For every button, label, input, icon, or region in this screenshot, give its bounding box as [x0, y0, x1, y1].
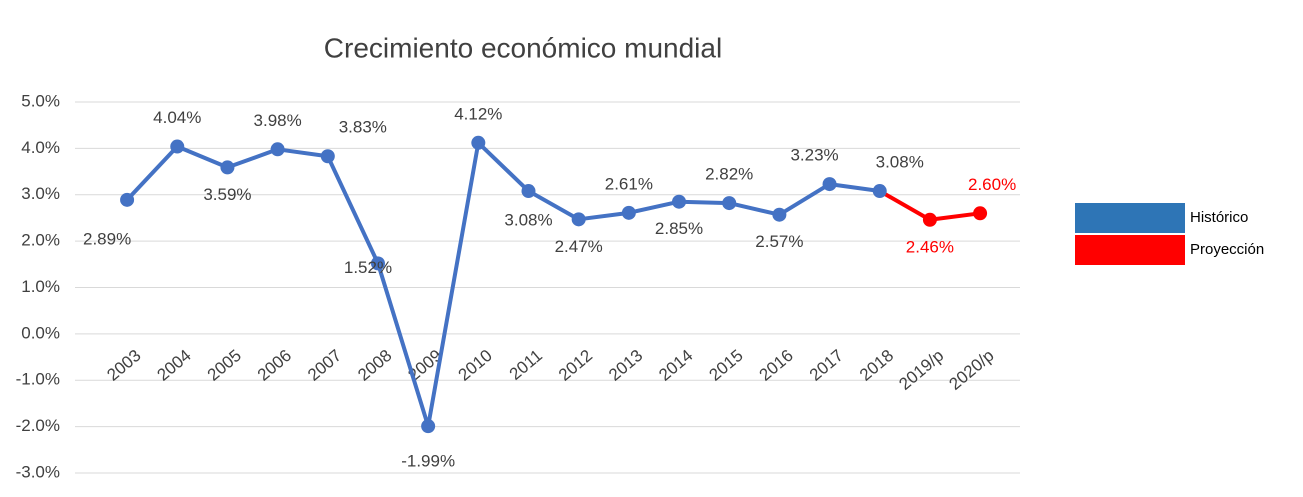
data-label: 3.08% [504, 211, 552, 230]
data-point [120, 192, 135, 207]
y-tick-label: -3.0% [16, 462, 60, 481]
data-label: 2.82% [705, 165, 753, 184]
y-tick-label: 3.0% [21, 184, 60, 203]
legend-swatch [1075, 203, 1185, 233]
data-label: 2.47% [555, 237, 603, 256]
data-point [621, 205, 636, 220]
data-point [220, 160, 235, 175]
data-point [973, 206, 988, 221]
data-point [471, 135, 486, 150]
data-label: 4.12% [454, 104, 502, 123]
data-point [922, 212, 937, 227]
y-tick-label: 5.0% [21, 91, 60, 110]
y-tick-label: 0.0% [21, 323, 60, 342]
data-label: 2.57% [755, 232, 803, 251]
data-label: 3.23% [790, 146, 838, 165]
legend-label: Proyección [1190, 241, 1264, 258]
series-line [125, 140, 881, 429]
data-label: 3.59% [203, 185, 251, 204]
data-point [370, 256, 385, 271]
data-point [672, 194, 687, 209]
data-point [571, 212, 586, 227]
data-label: 3.83% [339, 118, 387, 137]
data-label: 2.46% [906, 237, 954, 256]
data-label: 1.52% [344, 258, 392, 277]
data-label: 3.08% [876, 153, 924, 172]
data-label: -1.99% [401, 452, 455, 471]
data-label: 4.04% [153, 108, 201, 127]
data-point [170, 139, 185, 154]
data-label: 2.85% [655, 219, 703, 238]
y-tick-label: 1.0% [21, 277, 60, 296]
data-label: 2.89% [83, 229, 131, 248]
y-tick-label: -1.0% [16, 370, 60, 389]
y-tick-label: 4.0% [21, 138, 60, 157]
y-tick-label: -2.0% [16, 416, 60, 435]
data-point [872, 184, 887, 199]
legend-label: Histórico [1190, 209, 1248, 226]
data-point [722, 196, 737, 211]
data-label: 2.61% [605, 174, 653, 193]
data-label: 3.98% [254, 111, 302, 130]
legend-swatch [1075, 235, 1185, 265]
y-tick-label: 2.0% [21, 231, 60, 250]
data-point [320, 149, 335, 164]
data-point [772, 207, 787, 222]
data-point [421, 419, 436, 434]
chart-title: Crecimiento económico mundial [324, 32, 722, 63]
data-label: 2.60% [968, 175, 1016, 194]
data-point [270, 142, 285, 157]
data-point [822, 177, 837, 192]
data-point [521, 184, 536, 199]
